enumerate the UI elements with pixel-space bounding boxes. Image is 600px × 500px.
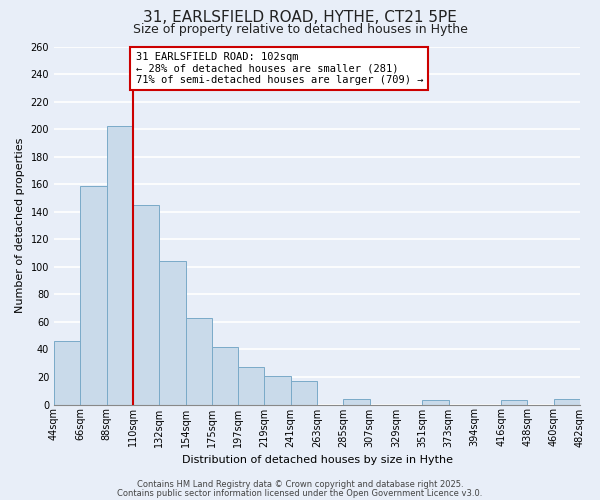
Text: Contains public sector information licensed under the Open Government Licence v3: Contains public sector information licen… — [118, 488, 482, 498]
Bar — [554, 399, 580, 404]
Text: 31 EARLSFIELD ROAD: 102sqm
← 28% of detached houses are smaller (281)
71% of sem: 31 EARLSFIELD ROAD: 102sqm ← 28% of deta… — [136, 52, 423, 85]
X-axis label: Distribution of detached houses by size in Hythe: Distribution of detached houses by size … — [182, 455, 452, 465]
Text: 31, EARLSFIELD ROAD, HYTHE, CT21 5PE: 31, EARLSFIELD ROAD, HYTHE, CT21 5PE — [143, 10, 457, 25]
Bar — [107, 126, 133, 404]
Bar — [501, 400, 527, 404]
Bar — [238, 368, 265, 405]
Bar — [343, 399, 370, 404]
Bar — [80, 186, 107, 404]
Bar — [133, 205, 159, 404]
Bar — [291, 381, 317, 404]
Bar — [54, 341, 80, 404]
Text: Contains HM Land Registry data © Crown copyright and database right 2025.: Contains HM Land Registry data © Crown c… — [137, 480, 463, 489]
Bar — [422, 400, 449, 404]
Bar — [212, 346, 238, 405]
Text: Size of property relative to detached houses in Hythe: Size of property relative to detached ho… — [133, 22, 467, 36]
Bar — [265, 376, 291, 404]
Bar — [159, 262, 185, 404]
Bar — [185, 318, 212, 404]
Y-axis label: Number of detached properties: Number of detached properties — [15, 138, 25, 313]
